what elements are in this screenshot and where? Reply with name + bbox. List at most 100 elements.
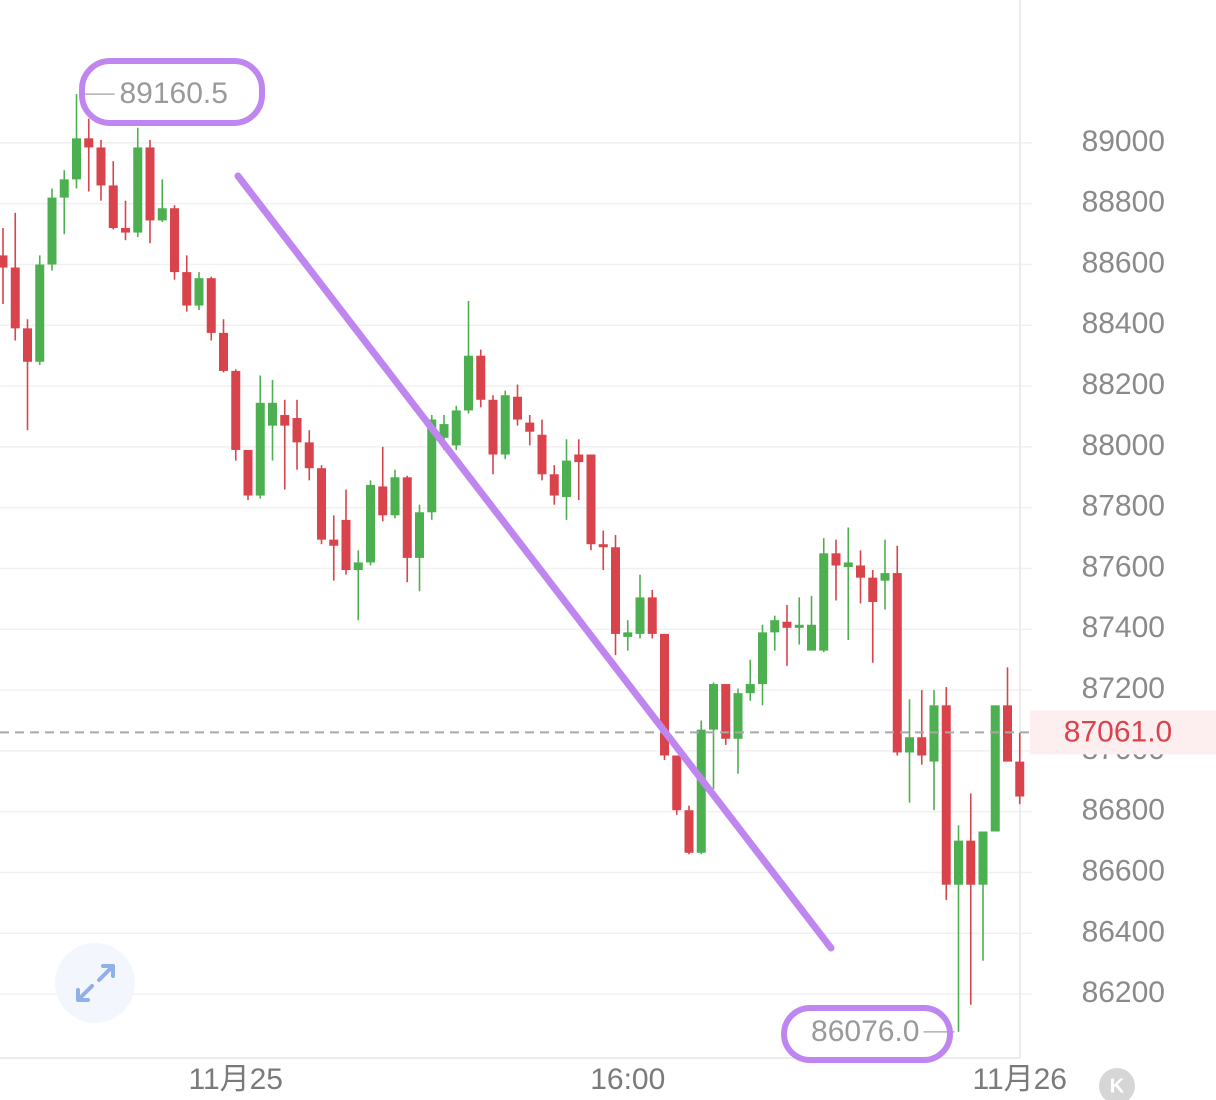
y-tick-label: 87200 — [1082, 672, 1165, 705]
y-tick-label: 89000 — [1082, 125, 1165, 158]
candle-body — [758, 632, 767, 685]
candle-body — [807, 624, 816, 651]
y-tick-label: 87600 — [1082, 550, 1165, 583]
candle-body — [268, 402, 277, 426]
candle-body — [47, 197, 57, 265]
candle-body — [941, 705, 951, 885]
candle-body — [562, 460, 571, 498]
candle-body — [696, 729, 706, 853]
candle-body — [954, 840, 963, 885]
candle-body — [304, 442, 314, 469]
candle-body — [231, 370, 241, 450]
candle-body — [831, 553, 841, 566]
candle-body — [709, 684, 718, 730]
candle-body — [782, 621, 792, 628]
candle-body — [549, 474, 559, 496]
candle-body — [611, 547, 620, 634]
y-tick-label: 87800 — [1082, 490, 1165, 523]
candle-body — [586, 454, 596, 545]
candle-body — [157, 208, 167, 221]
candle-body — [72, 138, 81, 180]
candle-body — [745, 684, 755, 694]
candle-body — [880, 573, 890, 581]
candle-body — [415, 512, 424, 558]
candle-body — [10, 267, 20, 329]
candle-body — [353, 562, 363, 571]
k-button[interactable] — [1099, 1068, 1135, 1100]
expand-button-bg[interactable] — [55, 943, 135, 1023]
candle-body — [500, 395, 510, 455]
y-tick-label: 86200 — [1082, 976, 1165, 1009]
last-price-label: 87061.0 — [1064, 715, 1172, 748]
high-label: 89160.5 — [120, 77, 228, 110]
candle-body — [770, 620, 780, 633]
candle-body — [868, 577, 878, 602]
candle-body — [108, 185, 118, 229]
candle-body — [84, 138, 94, 148]
y-tick-label: 86400 — [1082, 915, 1165, 948]
candle-body — [721, 684, 731, 739]
candle-body — [856, 565, 865, 578]
candle-body — [574, 454, 584, 463]
y-tick-label: 88800 — [1082, 186, 1165, 219]
x-tick-label: 11月26 — [972, 1063, 1067, 1096]
candle-body — [978, 831, 988, 885]
y-tick-label: 86600 — [1082, 854, 1165, 887]
candle-body — [439, 424, 449, 438]
candle-body — [402, 477, 412, 558]
candle-body — [280, 414, 290, 426]
candles — [0, 94, 1025, 1032]
expand-icon[interactable] — [76, 964, 115, 1002]
candle-body — [451, 410, 461, 446]
overlay: 11月25 16:00 11月26 87061.0 89160.5 86076.0 — [0, 77, 1216, 1096]
candle-body — [794, 624, 804, 628]
candle-body — [378, 486, 388, 516]
candle-body — [243, 449, 253, 496]
candle-body — [170, 208, 179, 273]
candle-body — [59, 179, 69, 198]
candle-body — [292, 418, 302, 443]
candle-body — [427, 419, 437, 513]
candle-body — [990, 705, 1000, 832]
candle-body — [366, 484, 375, 563]
candle-body — [672, 755, 682, 811]
candle-body — [684, 810, 694, 853]
candle-body — [525, 422, 535, 432]
candle-body — [329, 539, 339, 546]
candle-body — [647, 597, 657, 634]
k-button-label[interactable]: K — [1110, 1075, 1125, 1097]
candle-body — [733, 693, 743, 739]
candle-body — [660, 633, 669, 756]
last-price-box — [1030, 710, 1216, 755]
candle-body — [121, 228, 130, 233]
candle-body — [537, 434, 547, 475]
candle-body — [317, 468, 326, 540]
candle-body — [623, 632, 633, 637]
candle-body — [133, 147, 143, 233]
annotation-oval-high — [79, 58, 265, 126]
y-tick-label: 88000 — [1082, 429, 1165, 462]
candle-body — [598, 544, 608, 548]
candle-body — [194, 278, 204, 306]
low-label: 86076.0 — [811, 1015, 919, 1048]
candle-body — [0, 255, 8, 268]
x-tick-label: 11月25 — [188, 1063, 283, 1096]
y-tick-label: 87400 — [1082, 611, 1165, 644]
candle-body — [476, 355, 486, 400]
y-tick-label: 86800 — [1082, 794, 1165, 827]
candle-body — [96, 147, 106, 186]
grid: 8620086400866008680087000872008740087600… — [0, 125, 1165, 1009]
candle-body — [464, 355, 473, 411]
candle-body — [488, 399, 498, 455]
candle-body — [35, 264, 45, 362]
candle-body — [635, 597, 645, 634]
candle-body — [917, 737, 927, 756]
candle-body — [1003, 705, 1012, 762]
expand-button[interactable] — [55, 943, 135, 1023]
candle-body — [255, 402, 265, 496]
candle-body — [819, 553, 829, 651]
y-tick-label: 88400 — [1082, 307, 1165, 340]
x-tick-label: 16:00 — [590, 1063, 665, 1096]
